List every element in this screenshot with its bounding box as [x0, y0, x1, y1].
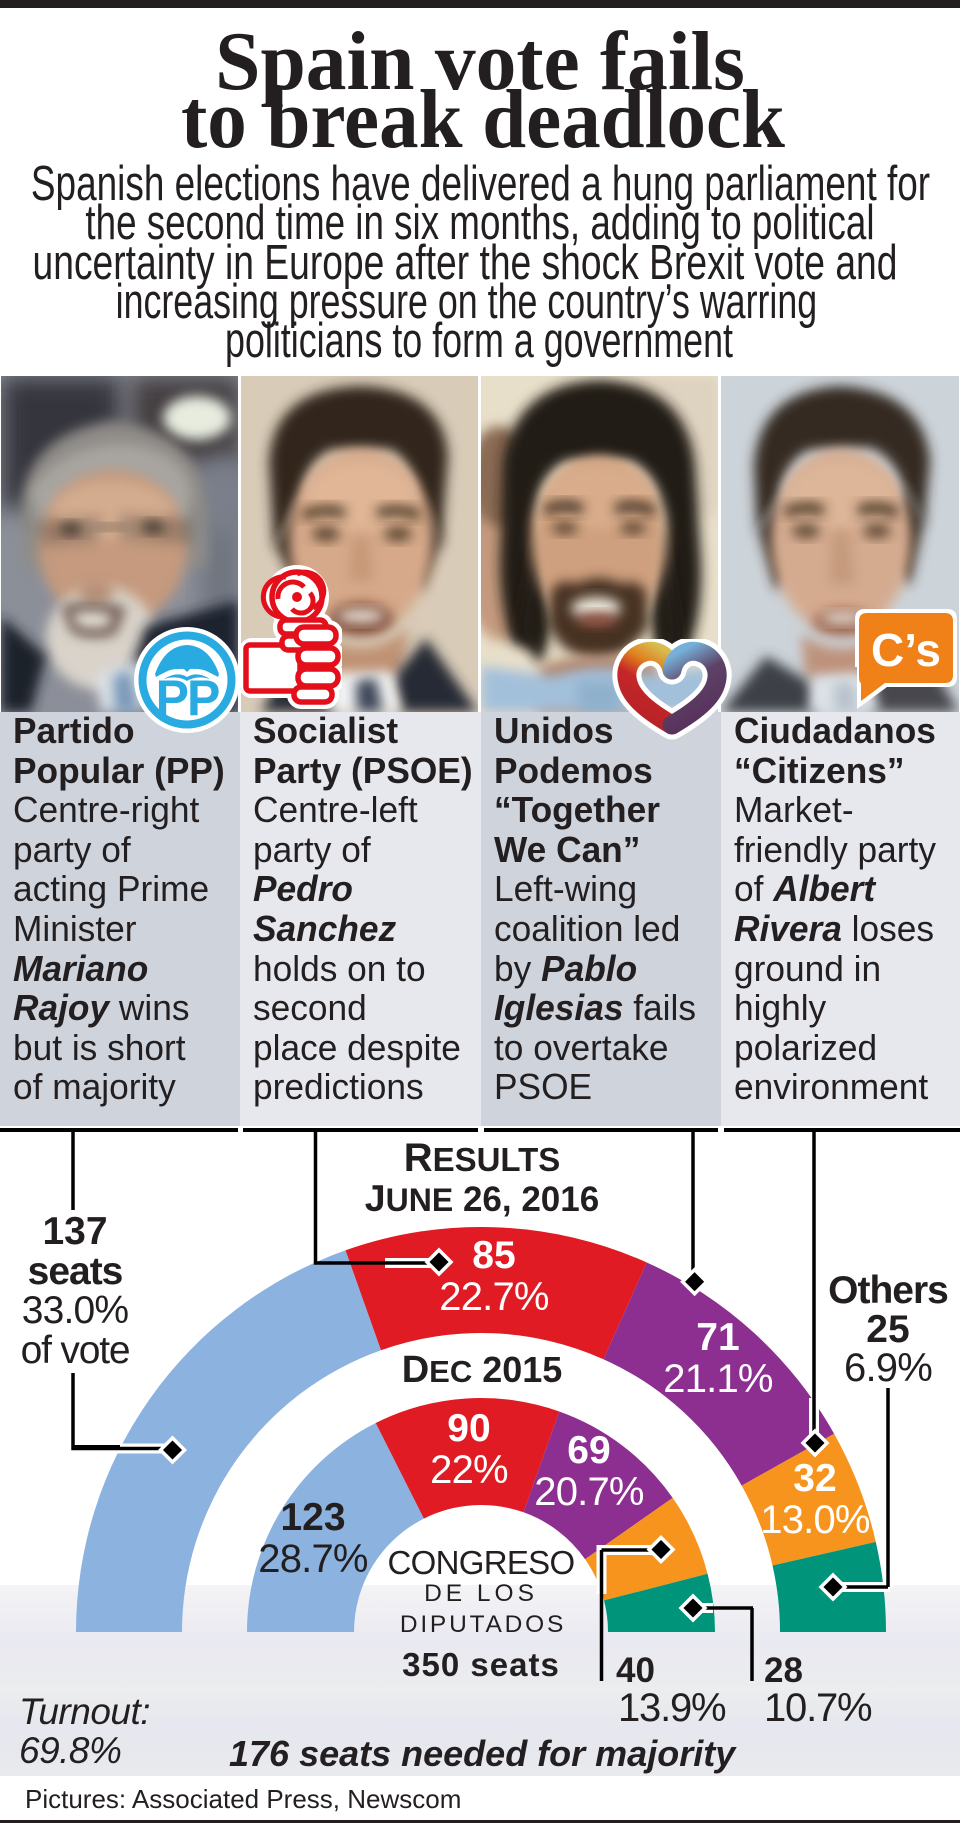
svg-text:PP: PP — [156, 670, 219, 726]
svg-text:C’s: C’s — [871, 624, 941, 676]
